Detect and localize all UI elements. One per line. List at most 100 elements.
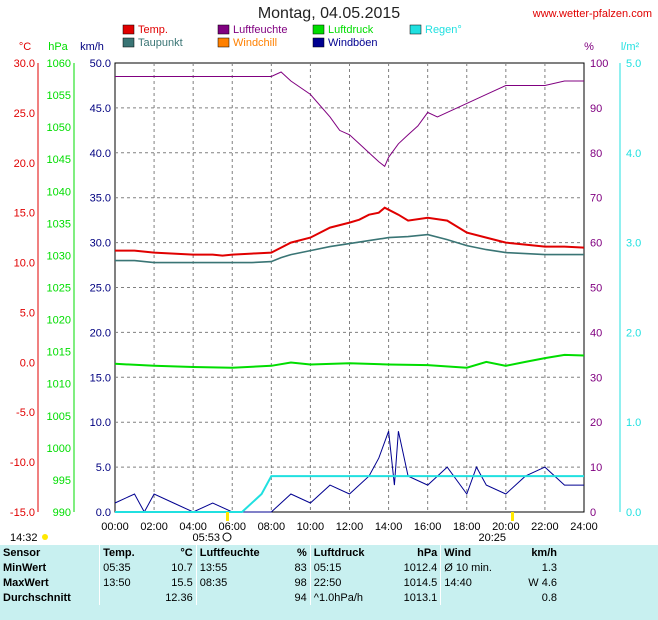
pressure-tick-label: 1060 <box>47 58 71 70</box>
stats-header-pressure: Luftdruck <box>309 545 387 560</box>
wind-tick-label: 0.0 <box>96 507 111 519</box>
rain-tick-label: 3.0 <box>626 238 641 250</box>
wind-tick-label: 30.0 <box>90 238 111 250</box>
stats-pressure-value: 1013.1 <box>403 591 438 604</box>
series-line-pressure <box>114 353 585 369</box>
pressure-tick-label: 1010 <box>47 379 71 391</box>
stats-row-min: MinWert 05:35 10.7 13:55 83 05:15 1012.4… <box>0 560 560 575</box>
stats-pressure-value: 1014.5 <box>403 576 438 589</box>
wind-tick-label: 40.0 <box>90 148 111 160</box>
pressure-tick-label: 1020 <box>47 315 71 327</box>
stats-header-humidity-unit: % <box>297 546 307 559</box>
legend-label: Taupunkt <box>138 37 183 49</box>
legend-label: Temp. <box>138 24 168 36</box>
humidity-tick-label: 60 <box>590 238 602 250</box>
stats-row-max: MaxWert 13:50 15.5 08:35 98 22:50 1014.5… <box>0 575 560 590</box>
humidity-tick-label: 30 <box>590 372 602 384</box>
sunrise-icon <box>222 532 232 542</box>
stats-wind-time: Ø 10 min. <box>440 560 514 575</box>
stats-temp-time <box>99 590 151 605</box>
stats-header-wind-unit: km/h <box>531 546 557 559</box>
stats-row-label: MinWert <box>3 561 47 574</box>
pressure-tick-label: 1055 <box>47 90 71 102</box>
sunset-marker <box>511 512 514 521</box>
x-tick-label: 10:00 <box>297 521 325 533</box>
legend-swatch <box>217 37 230 48</box>
rain-axis-unit: l/m² <box>621 41 640 53</box>
stats-panel: Sensor Temp. °C Luftfeuchte % Luftdruck … <box>0 545 658 620</box>
wind-tick-label: 10.0 <box>90 417 111 429</box>
stats-header-row: Sensor Temp. °C Luftfeuchte % Luftdruck … <box>0 545 560 560</box>
weather-chart: °C hPa km/h% l/m² 30.0 25.0 20.0 15.0 10.0 5.0 0.0… <box>10 24 641 544</box>
humidity-tick-label: 80 <box>590 148 602 160</box>
humidity-tick-label: 90 <box>590 103 602 115</box>
x-tick-label: 20:00 <box>492 521 520 533</box>
temp-tick-label: 30.0 <box>14 58 35 70</box>
pressure-tick-label: 1025 <box>47 283 71 295</box>
stats-wind-value: W 4.6 <box>528 576 557 589</box>
series-line-rain <box>115 475 584 513</box>
pressure-tick-label: 1015 <box>47 347 71 359</box>
stats-wind-value: 1.3 <box>541 561 557 574</box>
pressure-tick-label: 1040 <box>47 186 71 198</box>
chart-title: Montag, 04.05.2015 <box>257 5 401 22</box>
x-tick-label: 24:00 <box>570 521 598 533</box>
stats-header-sensor: Sensor <box>3 546 41 559</box>
pressure-tick-label: 995 <box>53 475 71 487</box>
x-tick-label: 18:00 <box>453 521 481 533</box>
temp-axis-unit: °C <box>19 41 31 53</box>
sunrise-label: 05:53 <box>192 532 220 544</box>
legend-label: Windböen <box>328 37 378 49</box>
x-tick-label: 22:00 <box>531 521 559 533</box>
wind-tick-label: 20.0 <box>90 327 111 339</box>
legend-swatch <box>409 24 422 35</box>
series-line-temp <box>115 206 585 257</box>
series-line-temp <box>115 233 584 264</box>
stats-pressure-time: 22:50 <box>309 575 387 590</box>
pressure-tick-label: 1030 <box>47 250 71 262</box>
stats-pressure-time: ^1.0hPa/h <box>309 590 387 605</box>
x-tick-label: 08:00 <box>258 521 286 533</box>
x-tick-label: 12:00 <box>336 521 364 533</box>
temp-tick-label: -5.0 <box>16 407 35 419</box>
x-tick-label: 02:00 <box>140 521 168 533</box>
humidity-tick-label: 100 <box>590 58 608 70</box>
series-line-humidity <box>115 71 584 168</box>
temp-tick-label: 10.0 <box>14 258 35 270</box>
stats-humidity-value: 94 <box>294 591 307 604</box>
legend-swatch <box>312 24 325 35</box>
x-tick-label: 14:00 <box>375 521 403 533</box>
stats-row-label: Durchschnitt <box>3 591 71 604</box>
pressure-tick-label: 1045 <box>47 154 71 166</box>
pressure-tick-label: 1000 <box>47 443 71 455</box>
stats-temp-time: 05:35 <box>99 560 151 575</box>
humidity-tick-label: 0 <box>590 507 596 519</box>
temp-tick-label: 25.0 <box>14 108 35 120</box>
stats-row-avg: Durchschnitt 12.36 94 ^1.0hPa/h 1013.1 0… <box>0 590 560 605</box>
temp-tick-label: 15.0 <box>14 208 35 220</box>
pressure-tick-label: 1005 <box>47 411 71 423</box>
pressure-tick-label: 990 <box>53 507 71 519</box>
daylength-label: 14:32 <box>10 532 38 544</box>
stats-row-label: MaxWert <box>3 576 49 589</box>
x-tick-label: 06:00 <box>218 521 246 533</box>
temp-tick-label: 0.0 <box>20 357 35 369</box>
legend-label: Regen° <box>425 24 462 36</box>
temp-tick-label: 5.0 <box>20 307 35 319</box>
legend-swatch <box>122 24 135 35</box>
stats-pressure-value: 1012.4 <box>403 561 438 574</box>
humidity-tick-label: 40 <box>590 327 602 339</box>
humidity-tick-label: 10 <box>590 462 602 474</box>
wind-tick-label: 5.0 <box>96 462 111 474</box>
temp-tick-label: 20.0 <box>14 158 35 170</box>
sunset-label: 20:25 <box>478 532 506 544</box>
stats-wind-time <box>440 590 514 605</box>
wind-tick-label: 25.0 <box>90 283 111 295</box>
legend-swatch <box>217 24 230 35</box>
x-tick-label: 16:00 <box>414 521 442 533</box>
humidity-tick-label: 20 <box>590 417 602 429</box>
site-link[interactable]: www.wetter-pfalzen.com <box>532 8 652 20</box>
x-tick-label: 00:00 <box>101 521 129 533</box>
wind-tick-label: 50.0 <box>90 58 111 70</box>
humidity-axis-unit: % <box>584 41 594 53</box>
